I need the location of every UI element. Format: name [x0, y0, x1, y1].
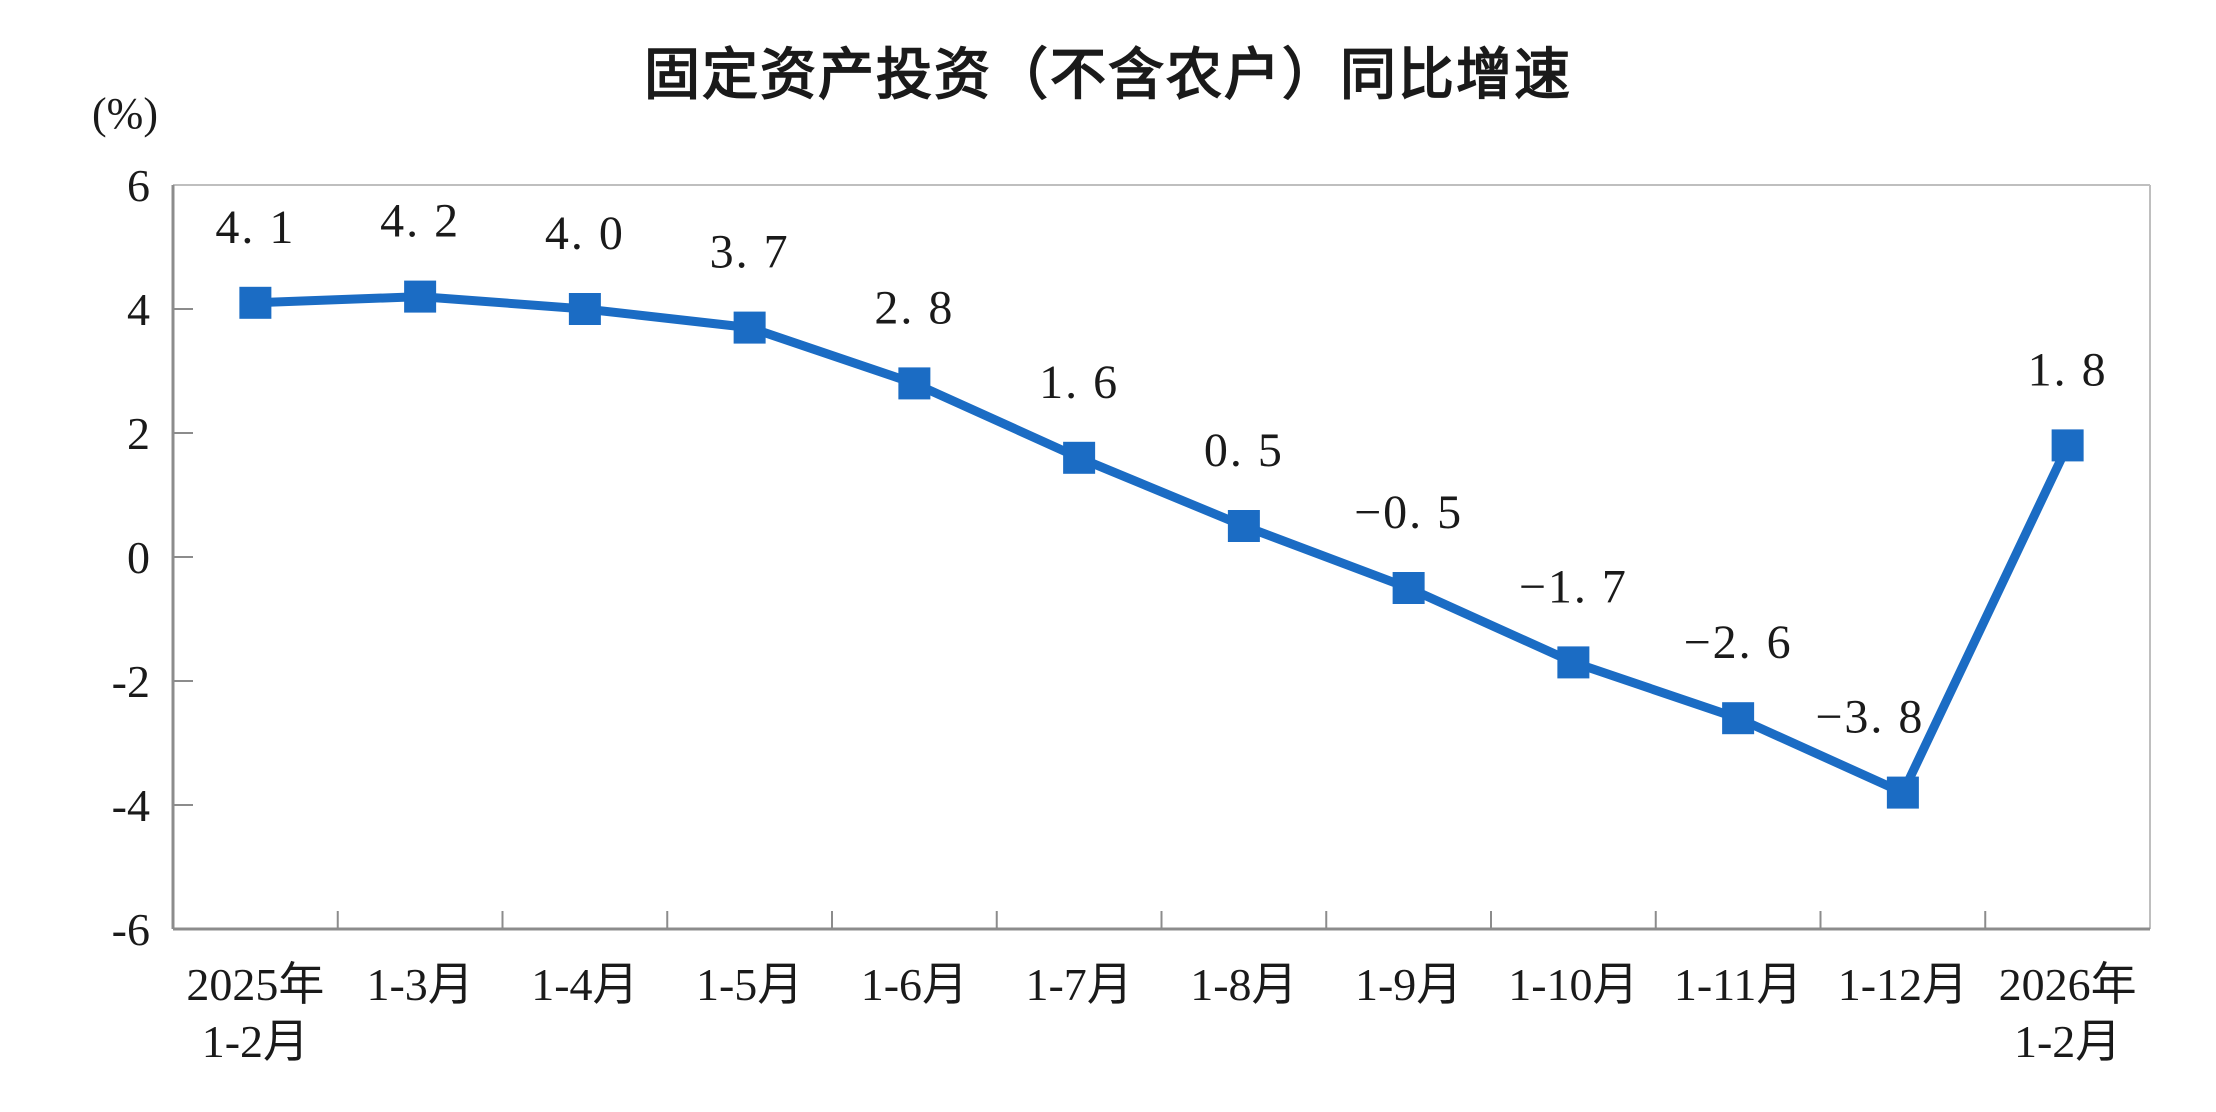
x-axis-label: 2026年	[1999, 959, 2137, 1010]
data-point-label: −1. 7	[1519, 560, 1628, 613]
data-point-marker	[1392, 572, 1425, 604]
data-point-label: −3. 8	[1815, 691, 1924, 744]
x-axis-label: 1-2月	[202, 1016, 309, 1067]
x-axis-label: 1-2月	[2014, 1016, 2121, 1067]
x-axis-label: 1-8月	[1190, 959, 1297, 1010]
y-axis-tick-label: -2	[112, 656, 150, 707]
x-axis-label: 1-12月	[1838, 959, 1968, 1010]
y-axis-tick-label: 0	[127, 532, 150, 583]
data-point-label: 4. 2	[380, 195, 460, 248]
data-point-label: 3. 7	[710, 226, 790, 279]
y-axis-tick-label: -6	[112, 904, 150, 955]
y-axis-tick-label: 4	[127, 284, 150, 335]
data-point-label: −2. 6	[1684, 616, 1793, 669]
y-axis-unit-label: (%)	[92, 89, 158, 138]
x-axis-label: 1-5月	[696, 959, 803, 1010]
x-axis-label: 1-9月	[1355, 959, 1462, 1010]
data-point-marker	[1722, 702, 1755, 735]
data-point-marker	[239, 286, 272, 319]
data-point-marker	[1227, 510, 1260, 542]
data-point-marker	[733, 311, 766, 344]
data-point-label: 1. 8	[2028, 343, 2108, 396]
x-axis-label: 1-6月	[861, 959, 968, 1010]
x-axis-label: 2025年	[186, 959, 324, 1010]
data-point-label: 1. 6	[1039, 356, 1119, 409]
data-point-marker	[568, 293, 601, 325]
chart-title: 固定资产投资（不含农户）同比增速	[644, 43, 1572, 106]
data-point-label: 0. 5	[1204, 424, 1284, 477]
trend-line	[255, 292, 2072, 798]
x-axis-label: 1-4月	[531, 959, 638, 1010]
data-point-marker	[2051, 429, 2084, 462]
y-axis-tick-label: 2	[127, 408, 150, 459]
data-point-marker	[1063, 441, 1096, 474]
x-axis-label: 1-7月	[1025, 959, 1132, 1010]
y-axis-tick-label: -4	[112, 780, 150, 831]
data-point-marker	[404, 280, 437, 313]
data-point-marker	[1557, 646, 1590, 679]
data-point-label: 4. 1	[215, 201, 295, 254]
data-point-label: 2. 8	[874, 281, 954, 334]
data-point-label: −0. 5	[1354, 486, 1463, 539]
data-point-marker	[898, 367, 931, 400]
x-axis-label: 1-10月	[1508, 959, 1638, 1010]
x-axis-label: 1-11月	[1674, 959, 1803, 1010]
y-axis-tick-label: 6	[127, 160, 150, 211]
data-point-marker	[1886, 776, 1919, 809]
data-point-label: 4. 0	[545, 207, 625, 260]
x-axis-label: 1-3月	[366, 959, 473, 1010]
